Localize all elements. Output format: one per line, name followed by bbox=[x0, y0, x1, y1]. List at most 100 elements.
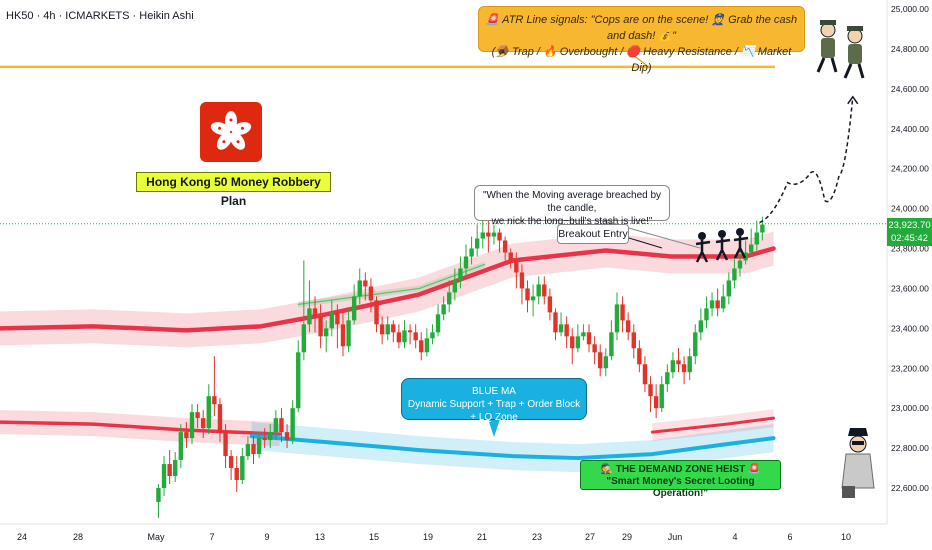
bull-candle bbox=[530, 296, 536, 301]
bear-candle bbox=[553, 312, 558, 333]
bear-candle bbox=[184, 432, 189, 439]
bull-candle bbox=[435, 314, 441, 333]
bull-candle bbox=[351, 296, 357, 321]
bear-candle bbox=[391, 324, 396, 333]
bear-candle bbox=[368, 286, 374, 301]
cop-cap-icon bbox=[820, 20, 836, 25]
bull-candle bbox=[480, 232, 485, 239]
bull-candle bbox=[329, 312, 334, 329]
bear-candle bbox=[396, 332, 402, 343]
bear-candle bbox=[312, 308, 318, 317]
y-tick-label: 25,000.00 bbox=[891, 4, 929, 14]
bull-candle bbox=[558, 324, 564, 333]
y-tick-label: 23,200.00 bbox=[891, 363, 929, 373]
robber-figure-head bbox=[698, 232, 706, 240]
bear-candle bbox=[642, 364, 648, 385]
bull-candle bbox=[447, 292, 452, 305]
bull-candle bbox=[346, 320, 351, 347]
bear-candle bbox=[195, 412, 200, 419]
bull-candle bbox=[178, 432, 184, 461]
bull-candle bbox=[659, 384, 664, 409]
projection-arrowhead bbox=[847, 95, 859, 105]
bull-candle bbox=[748, 244, 754, 253]
x-tick-label: 28 bbox=[73, 532, 83, 542]
demand-zone-label: 🕵 THE DEMAND ZONE HEIST 🚨 "Smart Money's… bbox=[580, 460, 781, 499]
bear-candle bbox=[251, 444, 256, 455]
bear-candle bbox=[212, 396, 217, 405]
bear-candle bbox=[363, 280, 368, 287]
bear-candle bbox=[547, 296, 553, 313]
bear-candle bbox=[502, 240, 508, 253]
bull-candle bbox=[256, 438, 262, 455]
bear-candle bbox=[419, 340, 424, 353]
cop-head-icon bbox=[847, 28, 863, 44]
bear-candle bbox=[234, 468, 239, 481]
bull-candle bbox=[704, 308, 709, 321]
bear-candle bbox=[681, 364, 687, 373]
x-tick-label: 4 bbox=[732, 532, 737, 542]
bear-candle bbox=[200, 418, 206, 429]
bull-candle bbox=[665, 372, 670, 385]
y-tick-label: 24,800.00 bbox=[891, 44, 929, 54]
y-tick-label: 24,200.00 bbox=[891, 164, 929, 174]
bear-candle bbox=[217, 404, 223, 433]
bull-candle bbox=[754, 232, 759, 245]
bear-candle bbox=[631, 332, 636, 349]
bear-candle bbox=[379, 324, 385, 335]
y-tick-label: 24,600.00 bbox=[891, 84, 929, 94]
x-tick-label: 19 bbox=[423, 532, 433, 542]
bear-candle bbox=[486, 232, 491, 237]
bear-candle bbox=[648, 384, 653, 397]
x-tick-label: 10 bbox=[841, 532, 851, 542]
robber-figure-body bbox=[695, 240, 711, 263]
cop-legs-icon bbox=[816, 57, 838, 73]
bear-candle bbox=[262, 438, 267, 441]
bull-candle bbox=[469, 248, 474, 257]
bull-candle bbox=[307, 308, 312, 325]
bull-candle bbox=[189, 412, 195, 439]
x-tick-label: 7 bbox=[209, 532, 214, 542]
green-ma-line bbox=[297, 263, 486, 305]
y-tick-label: 22,800.00 bbox=[891, 443, 929, 453]
bear-candle bbox=[653, 396, 659, 409]
bull-candle bbox=[161, 464, 167, 488]
bear-candle bbox=[284, 432, 290, 441]
blue-ma-body: Dynamic Support + Trap + Order Block + L… bbox=[407, 399, 581, 423]
bull-candle bbox=[296, 352, 301, 409]
x-tick-label: Jun bbox=[668, 532, 683, 542]
red-ma-band bbox=[0, 231, 774, 348]
robber-figure-body bbox=[733, 236, 749, 259]
bull-candle bbox=[536, 284, 541, 297]
bear-candle bbox=[413, 332, 418, 341]
bear-candle bbox=[570, 336, 575, 349]
bull-candle bbox=[458, 268, 463, 281]
bull-candle bbox=[603, 356, 608, 369]
lower-red-ma-line bbox=[0, 420, 282, 436]
bull-candle bbox=[726, 280, 732, 297]
bear-candle bbox=[625, 320, 631, 333]
symbol-header[interactable]: HK50 · 4h · ICMARKETS · Heikin Ashi bbox=[6, 10, 194, 22]
current-price-tag: 23,923.70 02:45:42 bbox=[887, 217, 932, 246]
bear-candle bbox=[542, 284, 547, 297]
bull-candle bbox=[268, 432, 273, 441]
atr-signal-callout: 🚨 ATR Line signals: "Cops are on the sce… bbox=[478, 6, 805, 74]
y-tick-label: 23,000.00 bbox=[891, 403, 929, 413]
blue-ma-callout: BLUE MA Dynamic Support + Trap + Order B… bbox=[401, 378, 587, 423]
red-ma-line bbox=[0, 246, 776, 333]
hong-kong-flag-icon bbox=[200, 102, 262, 162]
blue-ma-pointer bbox=[488, 419, 500, 437]
bear-candle bbox=[167, 464, 172, 477]
bear-candle bbox=[374, 300, 379, 325]
y-tick-label: 24,400.00 bbox=[891, 124, 929, 134]
bear-candle bbox=[620, 304, 625, 321]
current-price-value: 23,923.70 bbox=[888, 219, 931, 231]
bull-candle bbox=[156, 488, 161, 502]
bear-candle bbox=[318, 316, 323, 337]
y-tick-label: 23,600.00 bbox=[891, 283, 929, 293]
bear-candle bbox=[228, 456, 234, 469]
bear-candle bbox=[279, 418, 284, 433]
cop-legs-icon bbox=[843, 63, 865, 79]
bear-candle bbox=[676, 360, 681, 365]
bear-candle bbox=[715, 300, 720, 309]
